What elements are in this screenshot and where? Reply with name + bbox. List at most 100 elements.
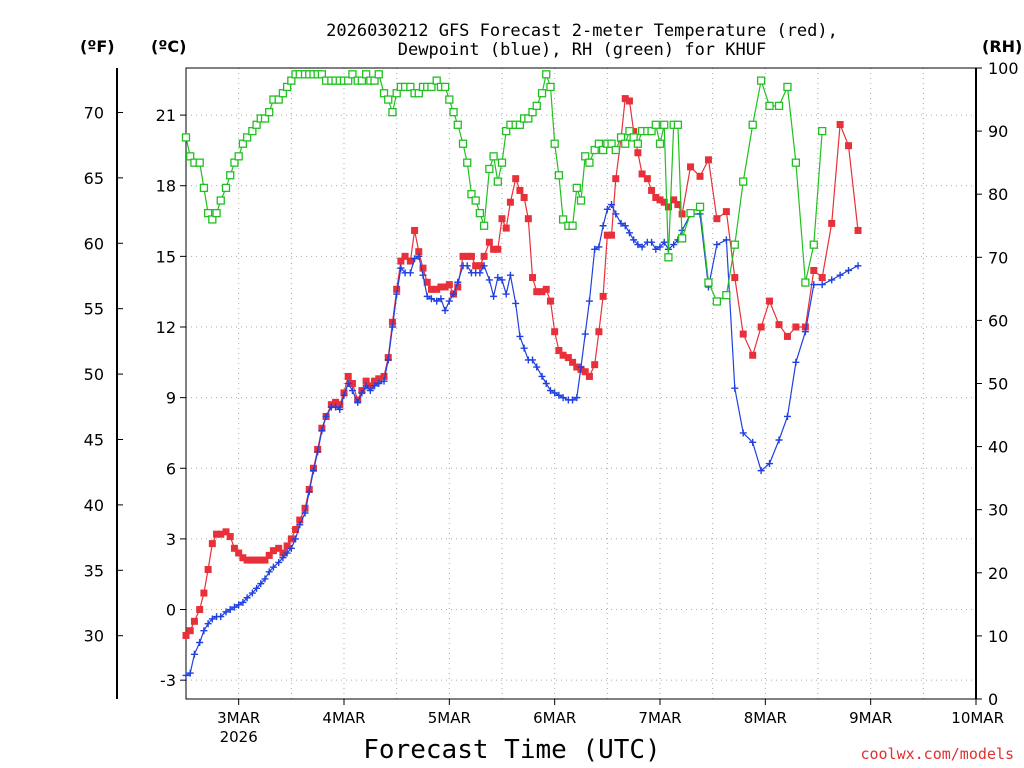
temperature-point [520,193,528,201]
temperature-point [538,288,546,296]
dewpoint-point [476,269,484,277]
dewpoint-point [196,638,204,646]
temperature-point [463,252,471,260]
dewpoint-point [332,403,340,411]
rh-point [809,240,818,249]
temperature-point [625,97,633,105]
dewpoint-point [393,290,401,298]
dewpoint-point [380,377,388,385]
temperature-point [261,556,269,564]
rh-tick-label: 30 [988,501,1008,520]
dewpoint-point [423,292,431,300]
rh-point [704,278,713,287]
rh-point [221,183,231,193]
dewpoint-point [573,394,581,402]
temperature-point [348,380,356,387]
dewpoint-point [269,563,277,571]
temperature-point [213,530,221,538]
temperature-point [332,398,340,406]
dewpoint-point [314,448,322,456]
temperature-point [283,542,291,550]
dewpoint-point [309,467,317,475]
temperature-point [664,203,672,211]
dewpoint-point [301,509,309,517]
rh-point [801,278,810,287]
temperature-point [512,175,520,183]
dewpoint-point [603,205,611,213]
temperature-point [722,208,730,216]
celsius-tick-label: 3 [166,530,176,549]
dewpoint-point [581,330,589,338]
dewpoint-point [638,243,646,251]
temperature-point [810,266,818,274]
dewpoint-point [546,387,554,395]
temperature-point [494,245,502,253]
temperature-point [757,323,765,331]
dewpoint-point [243,594,251,602]
rh-point [783,82,792,92]
temperature-point [621,95,629,103]
rh-point [287,76,296,85]
rh-point [203,208,213,218]
rh-point [515,120,525,129]
rh-point [629,133,638,142]
fahrenheit-unit-label: (ºF) [80,37,115,56]
x-tick-label: 9MAR [849,709,892,727]
rh-point [489,152,498,161]
temperature-point [674,201,682,209]
rh-point [445,95,454,104]
dewpoint-point [670,241,678,249]
rh-point [384,95,393,104]
dewpoint-point [555,391,563,399]
rh-point [572,183,581,193]
dewpoint-point [656,243,664,251]
rh-tick-label: 60 [988,311,1008,330]
rh-point [479,221,489,230]
rh-point [317,70,327,79]
celsius-tick-label: 18 [156,177,176,196]
dewpoint-point [595,243,603,251]
temperature-point [253,556,261,564]
fahrenheit-tick-label: 60 [84,234,104,253]
dewpoint-point [542,380,550,387]
celsius-tick-label: 0 [166,601,176,620]
dewpoint-point [585,297,593,305]
dewpoint-point [265,568,273,576]
temperature-point [783,332,791,340]
rh-point [532,101,541,111]
dewpoint-point [186,669,194,677]
temperature-point [441,283,449,291]
temperature-point [423,278,431,286]
fahrenheit-tick-label: 35 [84,561,104,580]
temperature-point [467,252,475,260]
rh-tick-label: 80 [988,185,1008,204]
x-tick-label: 5MAR [428,709,471,727]
temperature-point [454,283,462,291]
dewpoint-point [279,554,287,562]
rh-point [664,253,673,262]
x-tick-label: 6MAR [533,709,576,727]
temperature-point [648,186,656,194]
dewpoint-point [445,297,453,305]
dewpoint-point [182,671,190,679]
rh-point [774,101,784,111]
dewpoint-point [551,389,559,397]
rh-point [748,120,757,129]
fahrenheit-tick-label: 40 [84,496,104,515]
rh-point [248,126,257,136]
temperature-point [248,556,256,564]
rh-point [651,120,660,129]
rh-point [379,89,389,98]
dewpoint-point [366,387,374,395]
celsius-tick-label: 12 [156,318,176,337]
rh-point [344,76,353,85]
dewpoint-point [253,584,261,592]
temperature-point [533,288,541,296]
rh-point [216,196,225,205]
temperature-point [836,121,844,129]
rh-point [453,120,462,129]
dewpoint-point [533,363,541,371]
temperature-point [678,210,686,218]
x-tick-label: 7MAR [638,709,681,727]
